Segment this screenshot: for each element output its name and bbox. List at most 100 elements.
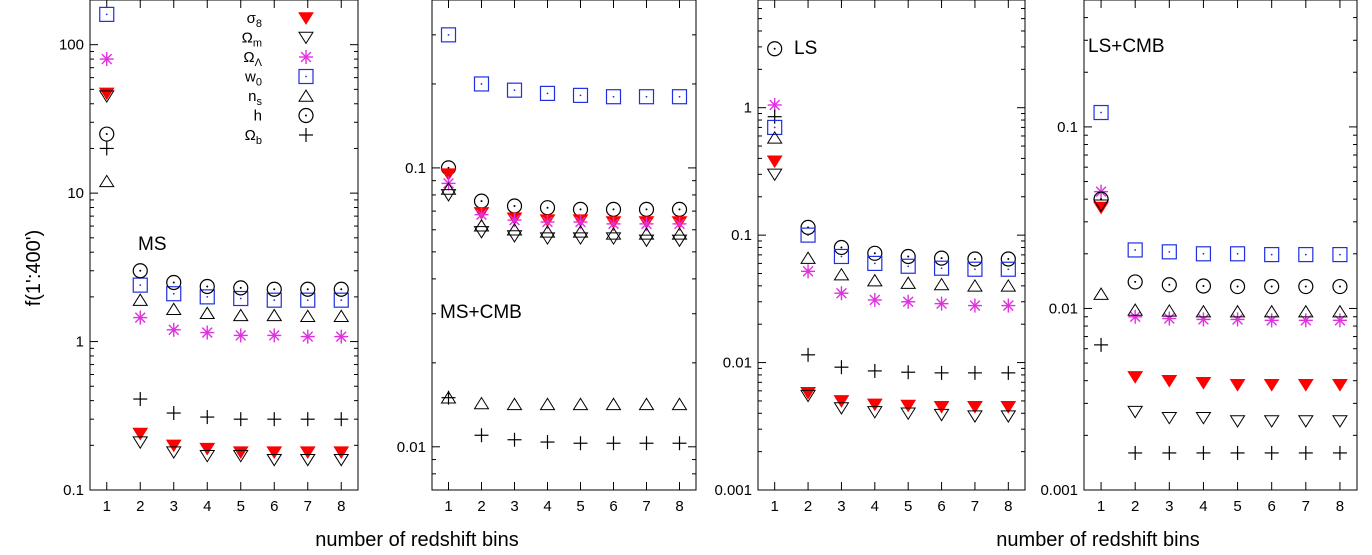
point-Om xyxy=(605,232,622,246)
point-Om xyxy=(98,90,115,104)
panel-title: LS+CMB xyxy=(1088,36,1165,57)
point-OL xyxy=(767,97,782,112)
legend-label-Om: Ωm xyxy=(242,30,262,50)
point-s8 xyxy=(132,427,149,441)
x-tick-label: 1 xyxy=(1097,498,1105,515)
point-ns xyxy=(199,306,216,320)
point-h xyxy=(99,126,115,142)
point-ns xyxy=(671,226,688,240)
point-h xyxy=(1127,274,1143,290)
point-OL xyxy=(901,294,916,309)
point-Ob xyxy=(606,436,621,451)
point-w0 xyxy=(605,89,622,105)
point-Om xyxy=(440,189,457,202)
legend-label-h: h xyxy=(254,108,262,125)
point-w0 xyxy=(572,87,589,103)
point-Om xyxy=(967,410,983,424)
x-tick-label: 2 xyxy=(136,498,144,515)
x-tick-label: 7 xyxy=(642,498,650,515)
point-ns xyxy=(605,226,622,240)
y-tick-label: 0.01 xyxy=(1049,300,1078,317)
point-s8 xyxy=(933,401,950,414)
point-Om xyxy=(1161,412,1178,425)
panel-4: 0.001 0.01 0.1 1 2 3 4 5 6 7 8 LS+CMB xyxy=(1040,0,1358,515)
point-ns xyxy=(638,226,655,240)
point-h xyxy=(1195,278,1212,294)
point-ns_low xyxy=(671,397,688,411)
point-Om xyxy=(473,226,490,239)
point-Ob xyxy=(967,365,982,380)
x-tick-label: 6 xyxy=(937,498,945,515)
point-Ob xyxy=(267,412,282,427)
point-Om xyxy=(539,232,556,246)
point-Ob xyxy=(934,365,949,380)
y-tick-label: 0.1 xyxy=(731,227,752,244)
legend-marker-h xyxy=(298,107,314,124)
point-ns xyxy=(266,308,283,322)
point-h xyxy=(900,248,916,265)
point-w0 xyxy=(1264,246,1280,263)
point-OL xyxy=(334,329,349,344)
plot-frame xyxy=(89,0,359,491)
point-ns xyxy=(1127,303,1144,316)
point-OL xyxy=(166,322,181,337)
point-OL xyxy=(867,292,882,307)
point-h xyxy=(767,41,783,57)
x-tick-label: 8 xyxy=(675,498,683,515)
point-ns xyxy=(506,222,523,236)
x-tick-label: 7 xyxy=(1302,498,1310,515)
x-tick-label: 3 xyxy=(837,498,845,515)
point-OL xyxy=(233,328,248,343)
point-Ob xyxy=(233,412,248,427)
panel-title: MS xyxy=(138,234,167,255)
x-tick-label: 4 xyxy=(203,498,211,515)
x-tick-label: 8 xyxy=(1004,498,1012,515)
x-tick-label: 4 xyxy=(871,498,879,515)
point-ns xyxy=(1195,304,1212,318)
point-ns xyxy=(572,224,589,238)
point-OL xyxy=(1298,313,1313,328)
series-w0 xyxy=(440,27,688,105)
point-w0 xyxy=(1298,246,1314,263)
series-OL xyxy=(99,52,349,344)
point-w0 xyxy=(1229,246,1246,262)
y-tick-label: 0.1 xyxy=(1057,119,1078,136)
point-h xyxy=(300,281,316,297)
y-tick-label: 1 xyxy=(744,100,752,117)
point-Om xyxy=(165,446,182,460)
point-w0 xyxy=(867,255,883,272)
point-Om xyxy=(638,234,655,248)
series-Ob xyxy=(1094,337,1347,460)
point-h xyxy=(1332,278,1348,295)
point-OL xyxy=(99,52,114,67)
point-ns xyxy=(473,218,490,232)
legend-marker-OL xyxy=(299,50,313,64)
point-Ob xyxy=(133,392,148,407)
point-ns xyxy=(1332,304,1348,318)
point-OL xyxy=(801,264,816,279)
point-h xyxy=(572,201,589,217)
point-s8 xyxy=(232,446,249,460)
point-w0 xyxy=(300,292,316,308)
point-Om xyxy=(199,450,216,463)
plot-frame xyxy=(1083,0,1358,491)
point-h xyxy=(539,200,556,216)
point-Om xyxy=(299,453,316,467)
point-h xyxy=(473,193,490,209)
point-Om xyxy=(900,407,917,421)
legend-marker-Om xyxy=(298,31,314,45)
point-OL xyxy=(1001,298,1016,313)
point-w0 xyxy=(638,89,655,105)
series-s8 xyxy=(98,87,350,460)
point-Ob xyxy=(867,363,882,378)
point-Ob xyxy=(672,436,687,451)
point-OL xyxy=(507,213,522,228)
point-ns xyxy=(933,277,950,291)
point-Ob xyxy=(166,406,181,421)
point-ns xyxy=(1297,304,1314,318)
point-w0 xyxy=(800,227,816,243)
point-ns xyxy=(1263,304,1280,318)
point-Ob xyxy=(767,109,782,124)
y-tick-label: 0.1 xyxy=(63,482,84,499)
point-h xyxy=(800,219,816,235)
